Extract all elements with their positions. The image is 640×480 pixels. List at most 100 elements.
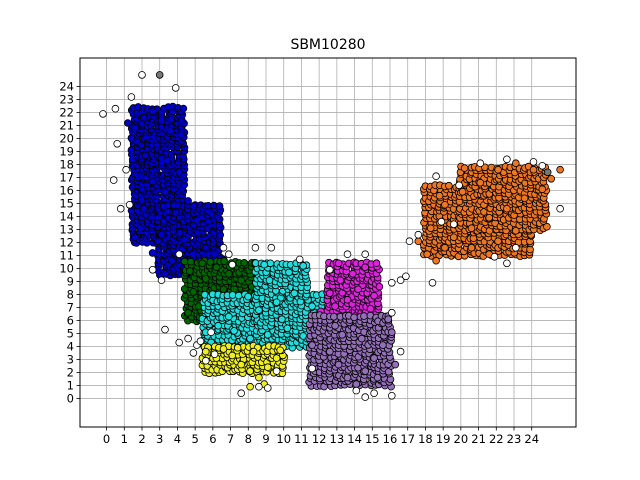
y-tick-label: 19 [59,145,74,159]
data-point [476,178,485,187]
data-point [325,265,334,274]
data-point [503,204,511,213]
data-point [361,263,370,272]
data-point [157,276,166,285]
data-point [157,230,166,239]
series-3 [198,341,289,391]
x-tick-label: 16 [383,432,398,446]
data-point [325,347,334,356]
x-tick-label: 10 [276,432,291,446]
data-point [511,227,520,235]
data-point [141,151,150,160]
y-tick-label: 11 [59,248,74,262]
data-point [490,252,499,261]
data-point [189,349,198,357]
data-point [435,191,444,200]
data-point [225,312,233,321]
data-point [432,172,440,181]
data-point [543,168,552,177]
y-tick-label: 22 [59,106,74,120]
data-point [148,265,157,274]
data-point [122,165,130,174]
data-point [184,334,192,343]
data-point [449,220,458,229]
y-tick-label: 20 [59,132,74,146]
data-point [338,330,347,339]
x-tick-label: 15 [365,432,380,446]
data-point [230,327,238,335]
data-point [330,312,338,321]
data-point [348,269,357,278]
data-point [202,356,210,365]
data-point [186,267,194,275]
data-point [384,315,393,324]
y-tick-label: 23 [59,93,74,107]
y-tick-label: 5 [67,326,74,340]
data-point [140,114,148,122]
data-point [547,175,555,183]
x-axis: 0 1 2 3 4 5 6 7 8 9 10 11 12 13 14 15 16 17 18 19 20 21 22 23 24 [103,427,539,446]
data-point [372,259,381,268]
data-point [428,278,437,287]
data-point [116,204,125,213]
data-point [237,389,246,398]
data-point [343,373,352,382]
data-point [357,334,366,343]
x-tick-label: 21 [471,432,486,446]
y-tick-label: 21 [59,119,74,133]
data-point [503,155,511,164]
data-point [529,165,538,174]
data-point [556,165,564,174]
data-point [251,243,260,252]
x-tick-label: 13 [330,432,345,446]
data-point [202,275,210,283]
data-point [370,354,378,362]
data-point [361,367,370,375]
y-tick-label: 10 [59,261,74,275]
data-point [148,249,157,257]
y-tick-label: 12 [59,236,74,250]
data-point [285,268,293,277]
data-point [494,237,502,246]
data-point [125,201,134,209]
data-point [543,222,551,231]
data-point [184,197,192,205]
y-tick-label: 1 [67,378,74,392]
y-tick-label: 6 [67,313,74,327]
data-point [375,282,384,291]
data-point [202,243,210,252]
data-point [295,255,304,264]
data-point [325,289,334,298]
x-tick-label: 24 [524,432,539,446]
data-point [255,306,263,314]
data-point [255,373,263,382]
data-point [260,260,269,269]
data-point [189,288,198,296]
data-point [449,233,458,242]
data-point [476,159,485,168]
data-point [138,71,146,79]
data-point [246,367,254,375]
data-point [206,258,215,266]
data-point [538,185,547,194]
data-point [387,391,396,400]
x-tick-label: 22 [489,432,504,446]
x-tick-label: 19 [436,432,451,446]
x-tick-label: 3 [156,432,163,446]
data-point [113,140,121,148]
data-point [127,93,136,101]
data-point [225,250,233,259]
chart-title: SBM10280 [290,37,365,53]
data-point [538,162,547,170]
data-point [334,360,343,369]
data-point [331,321,339,330]
data-point [426,224,435,233]
data-point [352,386,361,395]
y-tick-label: 4 [67,339,74,353]
data-point [267,243,276,252]
data-point [511,243,520,252]
data-point [246,334,254,343]
data-point [124,119,132,127]
data-point [99,110,107,118]
